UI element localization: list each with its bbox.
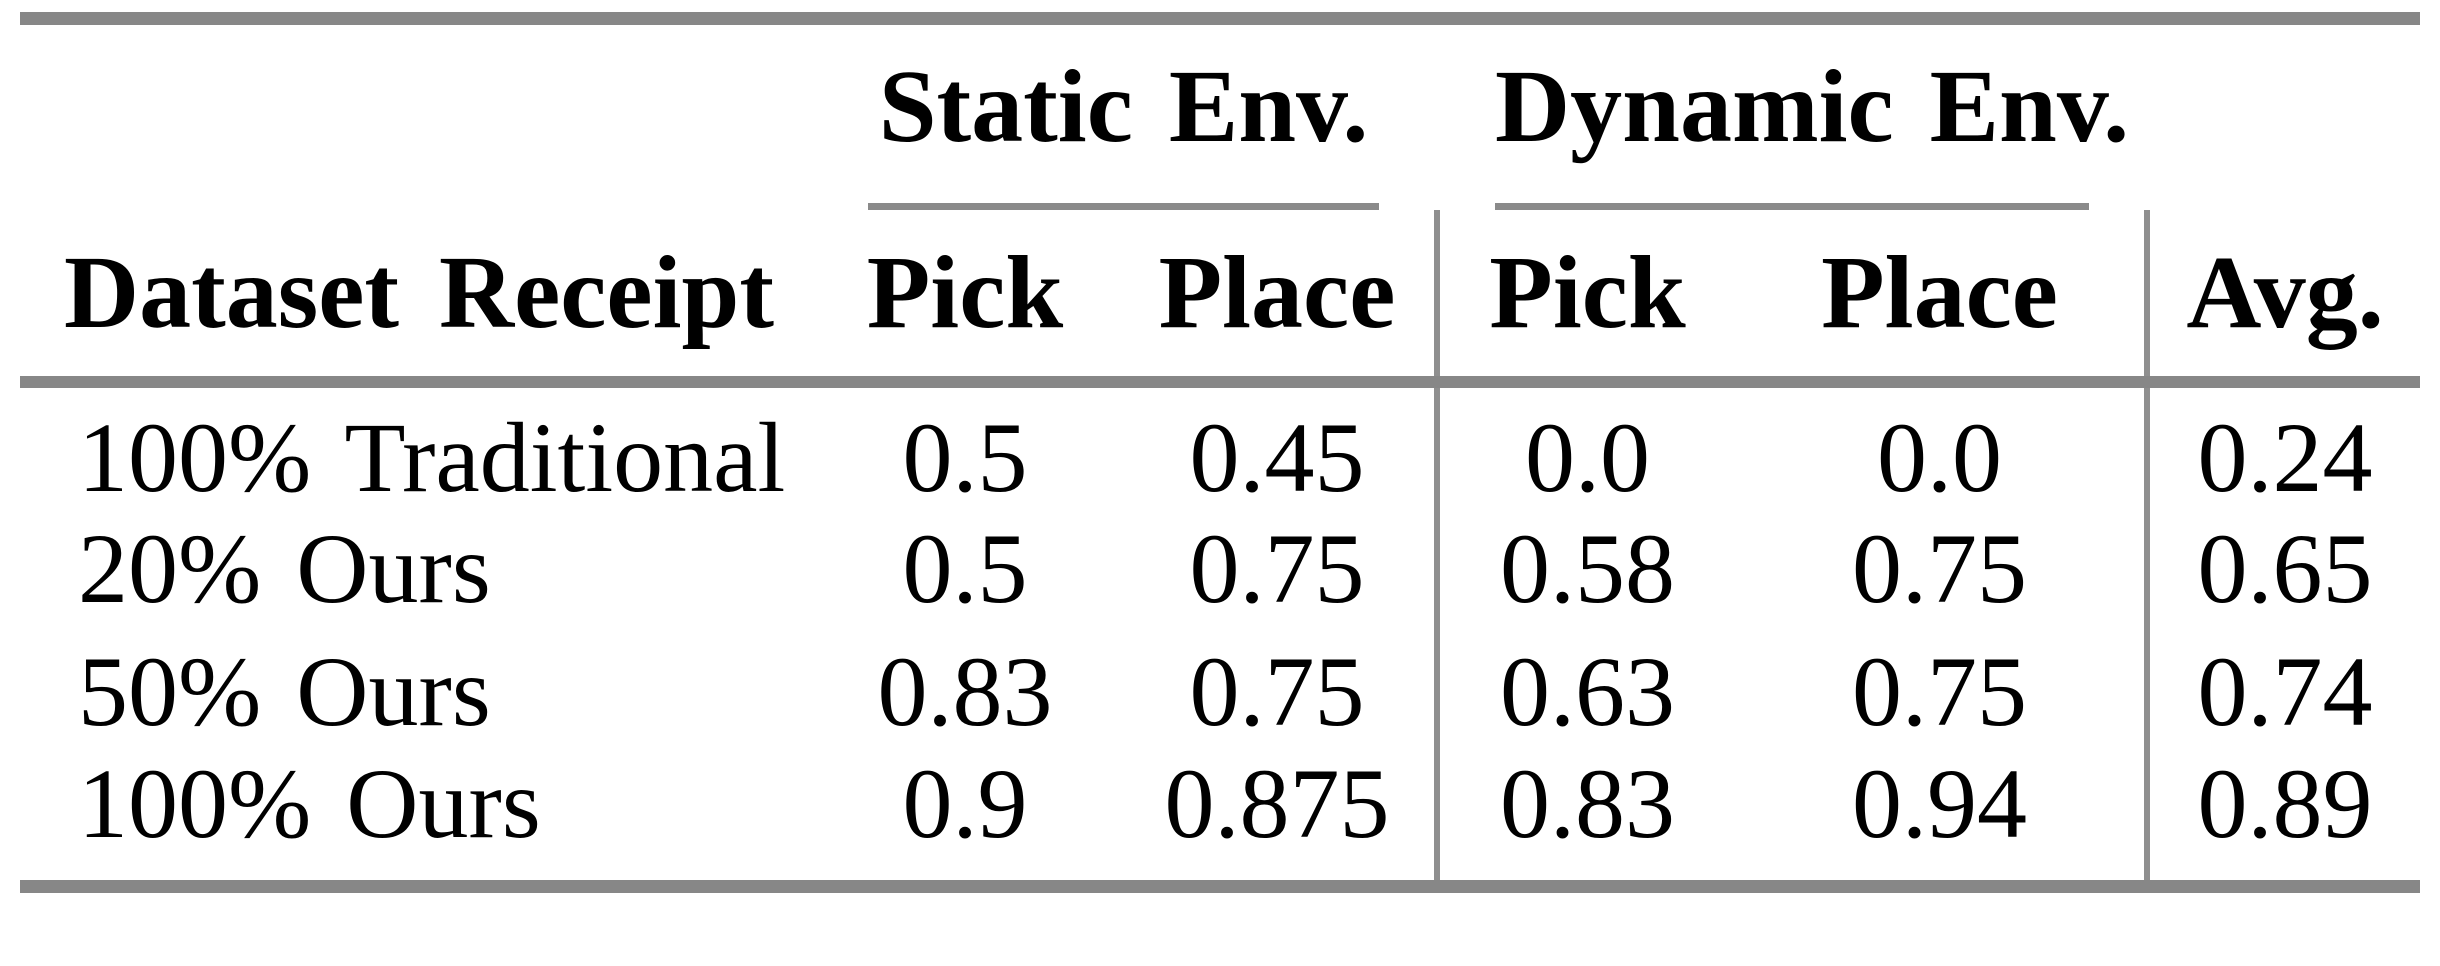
- results-table: Static Env. Dynamic Env. Dataset Receipt…: [20, 12, 2421, 893]
- cell-dynamic-place: 0.94: [1852, 747, 2028, 859]
- cell-dynamic-place: 0.75: [1852, 636, 2028, 747]
- column-header-static-pick: Pick: [810, 209, 1120, 388]
- column-header-row: Dataset Receipt Pick Place Pick Place Av…: [20, 209, 2421, 388]
- cell-dynamic-pick: 0.83: [1434, 753, 1736, 886]
- cell-avg: 0.89: [2144, 753, 2421, 886]
- cmidrule-static: Static Env.: [868, 54, 1380, 210]
- cell-static-place: 0.45: [1189, 401, 1365, 513]
- cmidrule-dynamic: Dynamic Env.: [1495, 54, 2129, 210]
- cell-dynamic-place: 0.75: [1852, 513, 2028, 624]
- group-header-dynamic-env: Dynamic Env.: [1437, 19, 2147, 210]
- group-header-spacer: [20, 19, 810, 210]
- cell-static-pick: 0.83: [877, 636, 1053, 747]
- cell-static-pick: 0.9: [902, 747, 1028, 859]
- group-header-static-env: Static Env.: [810, 19, 1437, 210]
- table-row-100pct-ours: 100% Ours 0.9 0.875 0.83 0.94 0.89: [20, 747, 2421, 886]
- cell-static-pick: 0.5: [902, 401, 1028, 513]
- row-label: 100% Ours: [78, 747, 541, 859]
- group-header-row: Static Env. Dynamic Env.: [20, 19, 2420, 210]
- cell-avg: 0.65: [2144, 507, 2421, 631]
- column-header-dataset-receipt: Dataset Receipt: [20, 209, 810, 388]
- table-row-100pct-traditional: 100% Traditional 0.5 0.45 0.0 0.0 0.24: [20, 381, 2421, 513]
- cell-avg: 0.74: [2144, 630, 2421, 754]
- table-row-20pct-ours: 20% Ours 0.5 0.75 0.58 0.75 0.65: [20, 507, 2421, 631]
- group-header-avg-spacer: [2147, 19, 2420, 210]
- column-header-dynamic-pick: Pick: [1434, 209, 1736, 388]
- cell-static-pick: 0.5: [902, 513, 1028, 624]
- cell-avg: 0.24: [2144, 381, 2421, 508]
- group-label-dynamic-env: Dynamic Env.: [1495, 48, 2130, 164]
- column-header-dynamic-place: Place: [1735, 209, 2148, 388]
- cell-dynamic-place: 0.0: [1877, 401, 2003, 513]
- group-label-static-env: Static Env.: [878, 48, 1369, 164]
- cell-static-place: 0.75: [1189, 636, 1365, 747]
- cell-static-place: 0.875: [1164, 747, 1390, 859]
- cell-static-place: 0.75: [1189, 513, 1365, 624]
- column-header-avg: Avg.: [2144, 209, 2421, 388]
- cell-dynamic-pick: 0.0: [1434, 381, 1736, 508]
- cell-dynamic-pick: 0.63: [1434, 630, 1736, 754]
- cell-dynamic-pick: 0.58: [1434, 507, 1736, 631]
- row-label: 50% Ours: [78, 636, 491, 747]
- column-header-static-place: Place: [1120, 209, 1438, 388]
- table-row-50pct-ours: 50% Ours 0.83 0.75 0.63 0.75 0.74: [20, 630, 2421, 754]
- row-label: 20% Ours: [78, 513, 491, 624]
- row-label: 100% Traditional: [78, 401, 786, 513]
